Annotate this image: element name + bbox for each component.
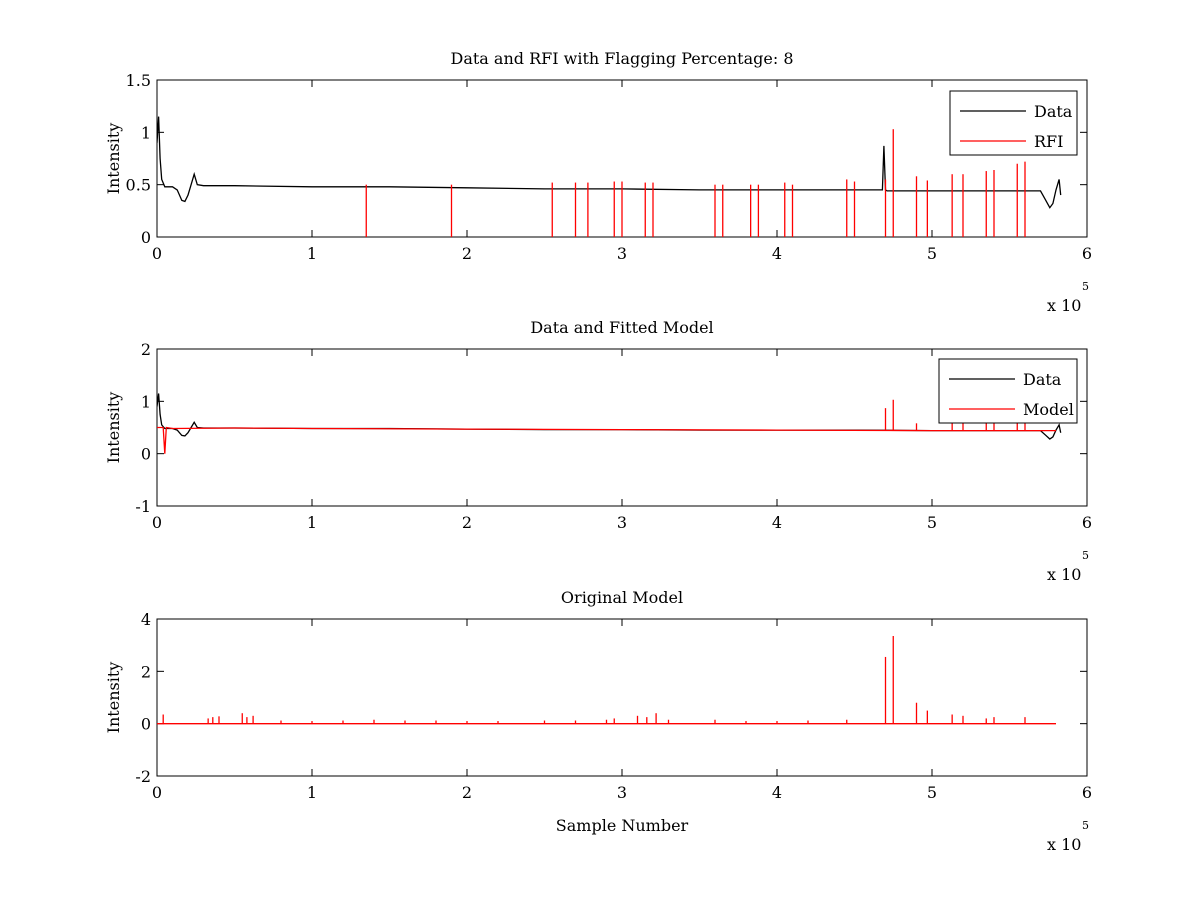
x-tick-label: 2 xyxy=(462,244,472,263)
legend: Data RFI xyxy=(949,90,1078,156)
y-tick-label: 0 xyxy=(141,715,151,734)
axes-box xyxy=(156,348,1088,507)
chart-title: Data and Fitted Model xyxy=(530,318,713,337)
x-tick-label: 3 xyxy=(617,783,627,802)
legend-label: RFI xyxy=(1034,132,1063,151)
x-tick-label: 6 xyxy=(1082,783,1092,802)
x-tick-label: 2 xyxy=(462,783,472,802)
chart-title: Data and RFI with Flagging Percentage: 8 xyxy=(450,49,793,68)
x-exponent-power: 5 xyxy=(1082,549,1089,562)
x-tick-label: 3 xyxy=(617,513,627,532)
y-tick-label: 0.5 xyxy=(126,176,151,195)
legend-label: Data xyxy=(1034,102,1073,121)
x-tick-label: 4 xyxy=(772,244,782,263)
legend: Data Model xyxy=(938,358,1078,424)
y-tick-label: 1 xyxy=(141,123,151,142)
x-tick-label: 0 xyxy=(152,244,162,263)
series-line-data xyxy=(157,116,1062,209)
x-exponent-label: x 10 xyxy=(1047,835,1081,854)
axes-box xyxy=(156,618,1088,777)
x-tick-label: 1 xyxy=(307,513,317,532)
y-tick-label: -1 xyxy=(135,497,151,516)
y-tick-label: 2 xyxy=(141,340,151,359)
x-tick-label: 1 xyxy=(307,783,317,802)
x-tick-label: 0 xyxy=(152,513,162,532)
x-tick-label: 5 xyxy=(927,783,937,802)
legend-box xyxy=(938,358,1078,424)
y-tick-label: 1 xyxy=(141,392,151,411)
x-tick-label: 6 xyxy=(1082,244,1092,263)
legend-label: Model xyxy=(1023,400,1074,419)
y-tick-label: -2 xyxy=(135,767,151,786)
x-tick-label: 5 xyxy=(927,513,937,532)
y-tick-label: 0 xyxy=(141,445,151,464)
x-exponent-power: 5 xyxy=(1082,280,1089,293)
x-tick-label: 4 xyxy=(772,783,782,802)
y-tick-label: 1.5 xyxy=(126,71,151,90)
x-tick-label: 3 xyxy=(617,244,627,263)
x-tick-label: 2 xyxy=(462,513,472,532)
plot-area xyxy=(157,116,1062,237)
y-tick-label: 2 xyxy=(141,662,151,681)
legend-label: Data xyxy=(1023,370,1062,389)
x-exponent-label: x 10 xyxy=(1047,565,1081,584)
x-tick-label: 4 xyxy=(772,513,782,532)
y-tick-label: 0 xyxy=(141,228,151,247)
x-tick-label: 6 xyxy=(1082,513,1092,532)
x-tick-label: 5 xyxy=(927,244,937,263)
y-axis-label: Intensity xyxy=(104,123,123,195)
chart-title: Original Model xyxy=(561,588,683,607)
x-tick-label: 0 xyxy=(152,783,162,802)
y-tick-label: 4 xyxy=(141,610,151,629)
x-tick-label: 1 xyxy=(307,244,317,263)
legend-box xyxy=(949,90,1078,156)
x-exponent-label: x 10 xyxy=(1047,296,1081,315)
x-exponent-power: 5 xyxy=(1082,819,1089,832)
y-axis-label: Intensity xyxy=(104,662,123,734)
x-axis-label: Sample Number xyxy=(556,816,689,835)
y-axis-label: Intensity xyxy=(104,392,123,464)
plot-area xyxy=(157,636,1056,725)
series-line-model xyxy=(157,426,1056,454)
